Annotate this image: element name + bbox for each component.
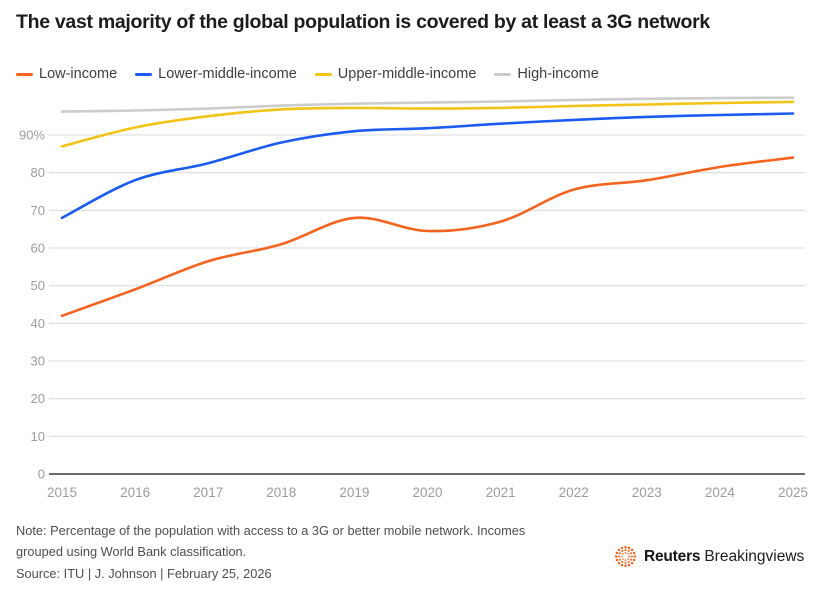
reuters-breakingviews-logo: Reuters Breakingviews [614,545,804,568]
logo-dot [622,553,624,555]
logo-dot [624,552,627,554]
brand-text: Reuters Breakingviews [644,548,804,566]
x-tick-label: 2025 [778,485,808,500]
x-tick-label: 2020 [412,485,442,500]
legend-marker-low-income [16,72,33,76]
x-tick-label: 2018 [266,485,296,500]
legend-label: Lower-middle-income [158,66,297,82]
legend-item-lower-middle-income: Lower-middle-income [135,66,297,82]
brand-name-reuters: Reuters [644,547,701,565]
y-tick-label: 10 [31,429,45,444]
source-text: Source: ITU | J. Johnson | February 25, … [16,566,272,581]
legend-item-low-income: Low-income [16,66,117,82]
logo-dot [627,560,630,564]
y-tick-label: 50 [31,278,45,293]
logo-dot [614,555,618,558]
chart-title: The vast majority of the global populati… [16,11,710,33]
legend-marker-high-income [494,72,512,76]
legend-label: High-income [517,66,599,82]
series-line-upper-middle-income [60,100,795,148]
logo-dot [632,558,636,562]
y-tick-label: 60 [31,240,45,255]
logo-dot [617,561,621,565]
logo-dot [633,555,637,558]
y-tick-label: 70 [31,203,45,218]
logo-dot [617,548,621,552]
logo-dot [628,555,630,558]
logo-dot [618,558,622,561]
x-tick-label: 2023 [632,485,662,500]
logo-dot [627,563,631,567]
logo-dot [627,546,631,550]
logo-dot [627,549,630,553]
series-line-lower-middle-income [60,112,795,220]
legend-item-high-income: High-income [494,66,599,82]
x-tick-label: 2021 [486,485,516,500]
y-tick-label: 80 [31,165,45,180]
logo-dot [620,563,624,567]
logo-dot [624,545,627,549]
logo-dot [627,558,629,560]
legend-marker-upper-middle-income [314,72,332,76]
x-tick-label: 2016 [120,485,150,500]
logo-dot [620,546,624,550]
logo-dot [630,555,633,558]
x-tick-label: 2017 [193,485,223,500]
logo-dot [632,551,636,555]
legend: Low-income Lower-middle-income Upper-middl… [16,64,599,84]
logo-dot [624,549,627,552]
logo-dot [629,552,633,555]
logo-dot [624,559,627,561]
logo-dot [615,551,619,555]
logo-dot [629,558,633,561]
logo-dot [630,548,634,552]
legend-label: Low-income [39,66,118,82]
series-line-high-income [60,96,795,113]
logo-dot [624,561,627,564]
legend-item-upper-middle-income: Upper-middle-income [314,66,477,82]
note-text: Note: Percentage of the population with … [16,523,526,559]
y-tick-label: 20 [31,391,45,406]
y-tick-label: 40 [31,316,45,331]
series-line-low-income [60,156,795,318]
logo-dot [618,552,622,555]
logo-dot [621,555,623,558]
logo-dot [630,561,634,565]
x-tick-label: 2024 [705,485,736,500]
brand-name-breakingviews: Breakingviews [704,547,805,565]
y-tick-label: 30 [31,353,45,368]
logo-dot [627,553,629,555]
legend-marker-lower-middle-income [135,72,153,76]
logo-dot [621,549,624,553]
x-tick-label: 2019 [339,485,369,500]
logo-dot [621,560,624,564]
x-tick-label: 2015 [47,485,77,500]
y-tick-label: 90% [19,127,45,142]
logo-dot [615,558,619,562]
line-chart: 0 10 20 30 40 50 60 70 80 90% 2015 2016 2017 2018 2019… [19,96,808,500]
x-tick-label: 2022 [559,485,589,500]
logo-dot [622,558,624,560]
logo-dot [624,564,627,568]
legend-label: Upper-middle-income [337,66,477,82]
logo-dot [618,555,621,558]
y-tick-label: 0 [38,467,45,482]
reuters-logo-icon [614,545,637,568]
